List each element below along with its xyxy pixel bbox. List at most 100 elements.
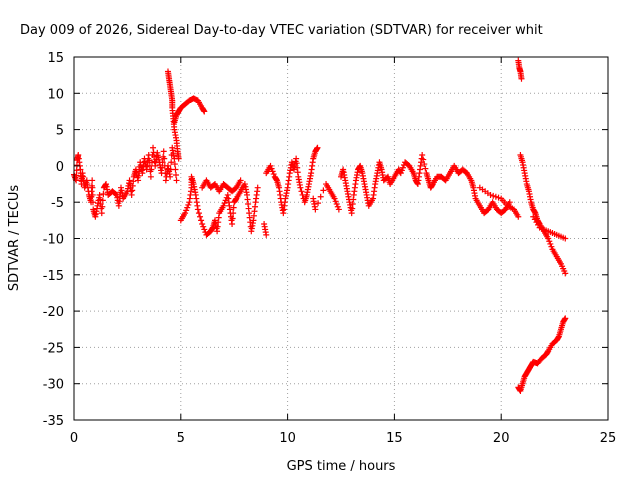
grid-lines (74, 57, 608, 420)
data-point (199, 220, 206, 227)
data-point (167, 173, 174, 180)
data-series (71, 57, 569, 394)
y-tick-label: -30 (43, 378, 64, 393)
data-point (312, 206, 319, 213)
data-point (230, 210, 237, 217)
x-tick-label: 10 (279, 431, 296, 446)
data-point (298, 188, 305, 195)
data-point (200, 223, 207, 230)
chart-title: Day 009 of 2026, Sidereal Day-to-day VTE… (20, 23, 543, 38)
y-tick-label: 5 (56, 124, 64, 139)
data-point (185, 201, 192, 208)
y-tick-label: -15 (43, 269, 64, 284)
data-point (548, 243, 555, 250)
data-point (254, 184, 261, 191)
data-point (314, 144, 321, 151)
data-point (546, 238, 553, 245)
data-point (398, 167, 405, 174)
data-point (421, 161, 428, 168)
data-point (269, 168, 276, 175)
data-point (263, 231, 270, 238)
data-point (172, 166, 179, 173)
data-point (99, 203, 106, 210)
data-point (315, 200, 322, 207)
data-point (112, 191, 119, 198)
data-point (100, 191, 107, 198)
data-point (182, 210, 189, 217)
y-tick-label: -35 (43, 414, 64, 429)
data-point (161, 155, 168, 162)
y-tick-label: 0 (56, 160, 64, 175)
data-point (147, 173, 154, 180)
data-point (160, 148, 167, 155)
data-point (175, 155, 182, 162)
data-point (98, 210, 105, 217)
data-point (172, 171, 179, 178)
x-tick-label: 25 (600, 431, 617, 446)
y-tick-label: -25 (43, 341, 64, 356)
axis-ticks: 0 5 10 15 20 25 15 10 5 0 -5 -10 -15 -20 -25 -30 -35 (43, 51, 617, 446)
x-axis-label: GPS time / hours (287, 459, 396, 474)
data-point (399, 164, 406, 171)
data-point (201, 226, 208, 233)
y-tick-label: -20 (43, 305, 64, 320)
data-point (562, 270, 569, 277)
data-point (89, 199, 96, 206)
data-point (420, 156, 427, 163)
data-point (168, 159, 175, 166)
data-point (159, 159, 166, 166)
data-point (270, 171, 277, 178)
data-point (297, 184, 304, 191)
data-point (220, 202, 227, 209)
data-point (148, 166, 155, 173)
data-point (99, 197, 106, 204)
data-point (88, 188, 95, 195)
data-point (333, 201, 340, 208)
data-point (320, 187, 327, 194)
data-point (490, 192, 497, 199)
data-point (229, 215, 236, 222)
data-point (562, 315, 569, 322)
x-tick-label: 20 (493, 431, 510, 446)
data-point (237, 177, 244, 184)
data-point (194, 206, 201, 213)
data-point (201, 108, 208, 115)
data-point (518, 75, 525, 82)
data-point (171, 161, 178, 168)
data-point (545, 235, 552, 242)
data-point (495, 194, 502, 201)
y-tick-label: -5 (51, 196, 64, 211)
data-point (197, 213, 204, 220)
x-tick-label: 0 (70, 431, 78, 446)
y-tick-label: 15 (47, 51, 64, 66)
data-point (562, 235, 569, 242)
data-point (268, 165, 275, 172)
y-tick-label: -10 (43, 233, 64, 248)
data-point (334, 203, 341, 210)
data-point (492, 193, 499, 200)
data-point (515, 213, 522, 220)
data-point (173, 177, 180, 184)
x-tick-label: 5 (177, 431, 185, 446)
data-point (230, 204, 237, 211)
y-axis-label: SDTVAR / TECUs (7, 185, 22, 292)
data-point (332, 198, 339, 205)
data-point (89, 191, 96, 198)
data-point (317, 193, 324, 200)
data-point (422, 165, 429, 172)
data-point (73, 167, 80, 174)
data-point (397, 170, 404, 177)
data-point (419, 152, 426, 159)
data-point (229, 220, 236, 227)
data-point (331, 195, 338, 202)
y-tick-label: 10 (47, 87, 64, 102)
x-tick-label: 15 (386, 431, 403, 446)
data-point (184, 204, 191, 211)
data-point (221, 200, 228, 207)
data-point (195, 210, 202, 217)
data-point (146, 162, 153, 169)
data-point (547, 240, 554, 247)
data-point (335, 206, 342, 213)
data-point (487, 191, 494, 198)
